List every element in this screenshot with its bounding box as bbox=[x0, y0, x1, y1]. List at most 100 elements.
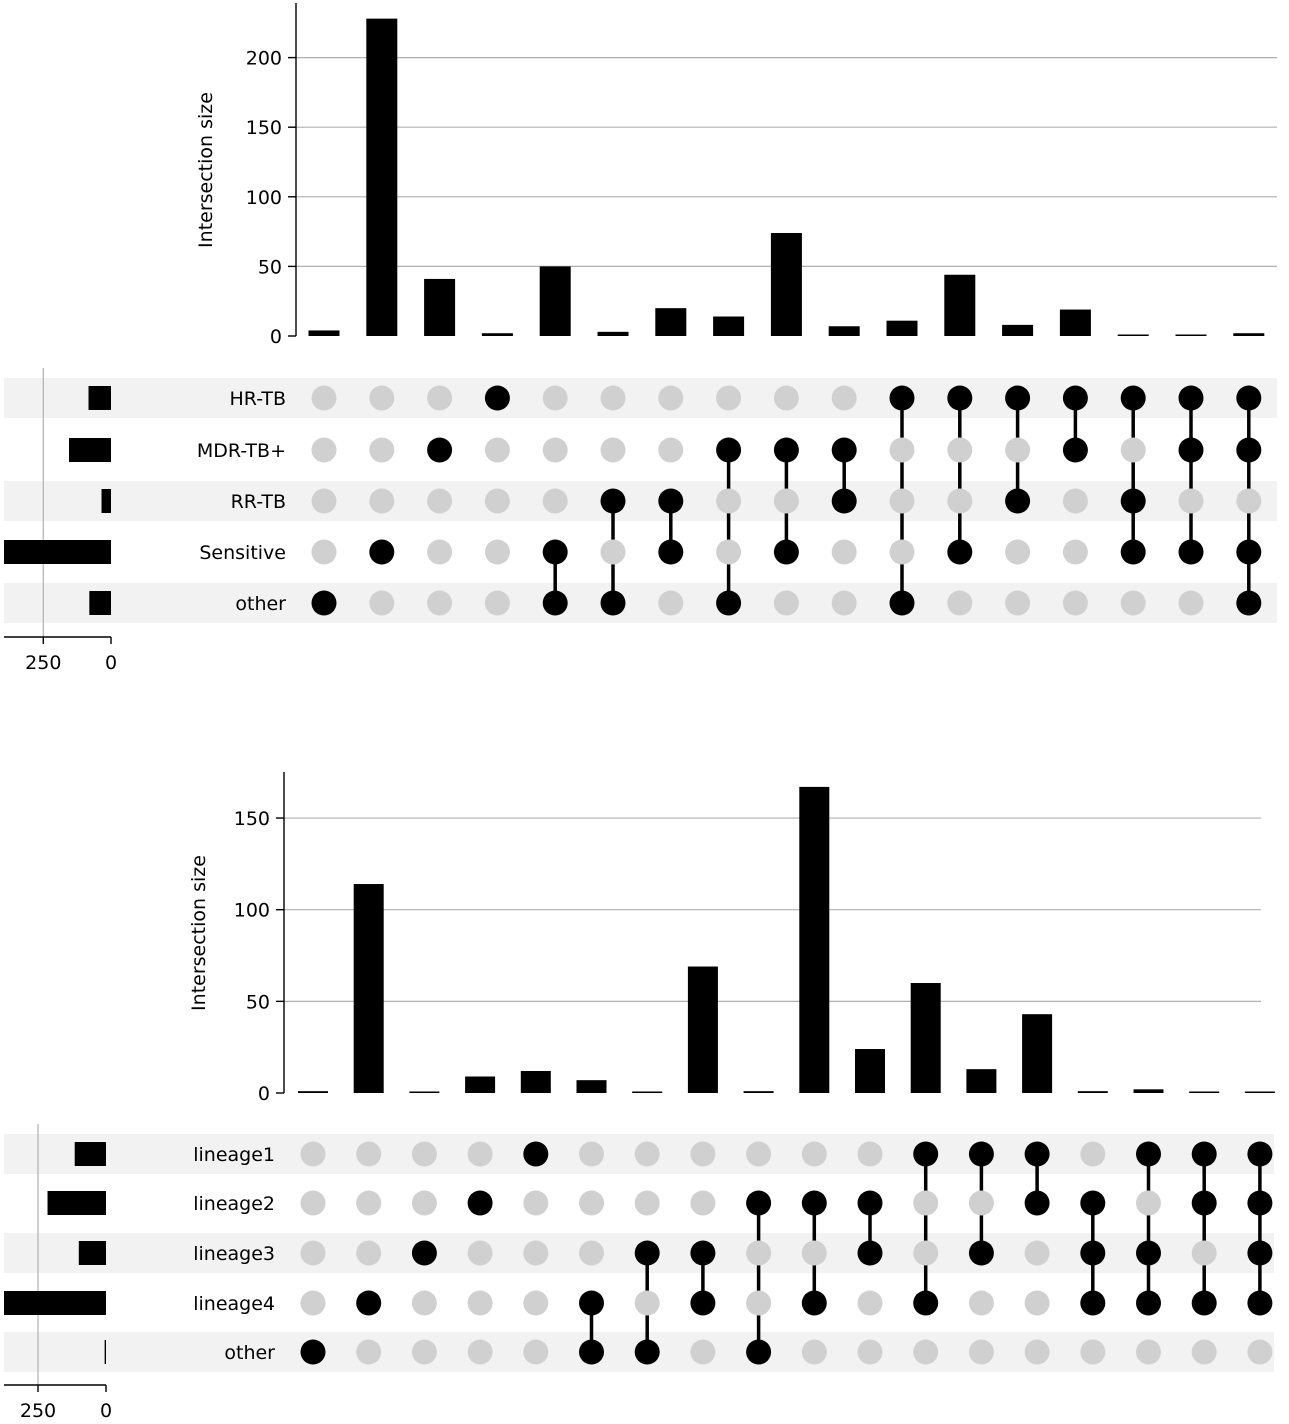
membership-dot-empty bbox=[1191, 1339, 1217, 1365]
intersection-bar bbox=[1002, 324, 1034, 336]
intersection-bar bbox=[1022, 1014, 1053, 1093]
membership-dot-empty bbox=[1062, 488, 1088, 514]
set-size-bar bbox=[69, 438, 111, 462]
membership-dot-empty bbox=[300, 1240, 326, 1266]
set-size-tick-label: 250 bbox=[20, 1400, 56, 1419]
intersection-bar bbox=[1244, 1091, 1275, 1093]
membership-dot-empty bbox=[411, 1339, 437, 1365]
membership-dot-filled bbox=[369, 539, 395, 565]
membership-dot-filled bbox=[773, 437, 799, 463]
intersection-bar bbox=[576, 1080, 607, 1093]
intersection-matrix: lineage1 lineage2 lineage3 lineage4 other bbox=[4, 1134, 1274, 1372]
intersection-bars bbox=[308, 18, 1265, 337]
membership-dot-empty bbox=[746, 1141, 772, 1167]
membership-dot-filled bbox=[1062, 385, 1088, 411]
membership-dot-empty bbox=[658, 590, 684, 616]
membership-dot-filled bbox=[484, 385, 510, 411]
membership-dot-empty bbox=[600, 385, 626, 411]
membership-dot-filled bbox=[1247, 1290, 1273, 1316]
membership-dot-filled bbox=[411, 1240, 437, 1266]
membership-dot-empty bbox=[889, 437, 915, 463]
intersection-bar bbox=[465, 1076, 496, 1093]
membership-dot-filled bbox=[690, 1240, 716, 1266]
membership-dot-empty bbox=[1080, 1339, 1106, 1365]
membership-dot-filled bbox=[857, 1190, 883, 1216]
membership-dot-empty bbox=[542, 385, 568, 411]
membership-dot-filled bbox=[1136, 1290, 1161, 1316]
membership-dot-empty bbox=[369, 437, 395, 463]
membership-dot-filled bbox=[311, 590, 337, 616]
set-size-bar bbox=[88, 386, 111, 410]
intersection-bar bbox=[687, 966, 718, 1093]
y-tick-label: 50 bbox=[258, 256, 282, 278]
membership-dot-empty bbox=[690, 1339, 716, 1365]
membership-dot-empty bbox=[523, 1240, 549, 1266]
membership-dot-empty bbox=[300, 1290, 326, 1316]
intersection-bar bbox=[799, 786, 830, 1093]
membership-dot-empty bbox=[857, 1339, 883, 1365]
membership-dot-filled bbox=[1178, 385, 1204, 411]
intersection-bar bbox=[966, 1069, 997, 1093]
membership-dot-empty bbox=[542, 437, 568, 463]
set-size-tick-label: 0 bbox=[100, 1400, 112, 1419]
membership-dot-empty bbox=[1120, 437, 1146, 463]
set-label: other bbox=[224, 1342, 275, 1364]
membership-dot-empty bbox=[658, 385, 684, 411]
membership-dot-filled bbox=[746, 1339, 772, 1365]
membership-dot-empty bbox=[1024, 1240, 1050, 1266]
membership-dot-empty bbox=[968, 1190, 994, 1216]
membership-dot-empty bbox=[1247, 1339, 1273, 1365]
membership-dot-empty bbox=[467, 1339, 493, 1365]
set-label: lineage1 bbox=[193, 1144, 275, 1166]
membership-dot-filled bbox=[716, 590, 742, 616]
membership-dot-empty bbox=[801, 1141, 827, 1167]
membership-dot-empty bbox=[801, 1339, 827, 1365]
intersection-bar bbox=[366, 18, 398, 337]
membership-dot-filled bbox=[947, 385, 973, 411]
membership-dot-filled bbox=[1236, 437, 1262, 463]
membership-dot-filled bbox=[857, 1240, 883, 1266]
intersection-bar bbox=[886, 320, 918, 336]
membership-dot-empty bbox=[523, 1290, 549, 1316]
membership-dot-empty bbox=[658, 437, 684, 463]
membership-dot-empty bbox=[369, 488, 395, 514]
membership-dot-empty bbox=[634, 1290, 660, 1316]
membership-dot-filled bbox=[1120, 539, 1146, 565]
membership-dot-filled bbox=[634, 1240, 660, 1266]
membership-dot-filled bbox=[1005, 385, 1031, 411]
membership-dot-filled bbox=[658, 488, 684, 514]
membership-dot-filled bbox=[1247, 1240, 1273, 1266]
membership-dot-filled bbox=[1178, 539, 1204, 565]
membership-dot-empty bbox=[1178, 488, 1204, 514]
membership-dot-empty bbox=[1191, 1240, 1217, 1266]
membership-dot-empty bbox=[857, 1141, 883, 1167]
membership-dot-empty bbox=[300, 1141, 326, 1167]
membership-dot-empty bbox=[1005, 590, 1031, 616]
membership-dot-empty bbox=[579, 1190, 604, 1216]
membership-dot-filled bbox=[1024, 1141, 1050, 1167]
membership-dot-empty bbox=[1062, 590, 1088, 616]
intersection-bar bbox=[481, 333, 513, 336]
intersection-bar bbox=[910, 983, 941, 1093]
membership-dot-empty bbox=[947, 488, 973, 514]
set-size-bar bbox=[47, 1191, 106, 1215]
intersection-bar bbox=[1133, 1089, 1164, 1093]
set-size-axis: 250 0 bbox=[4, 1124, 112, 1422]
membership-dot-empty bbox=[1178, 590, 1204, 616]
intersection-bar bbox=[828, 326, 860, 336]
membership-dot-filled bbox=[968, 1141, 994, 1167]
membership-dot-empty bbox=[968, 1290, 994, 1316]
membership-dot-empty bbox=[634, 1190, 660, 1216]
intersection-size-axis: 0 50 100 150 Intersection size bbox=[188, 772, 1261, 1105]
membership-dot-empty bbox=[467, 1290, 493, 1316]
membership-dot-empty bbox=[1236, 488, 1262, 514]
membership-dot-filled bbox=[1236, 539, 1262, 565]
membership-dot-empty bbox=[913, 1190, 939, 1216]
membership-dot-filled bbox=[1120, 488, 1146, 514]
intersection-bar bbox=[944, 274, 976, 336]
membership-dot-empty bbox=[467, 1141, 493, 1167]
membership-dot-empty bbox=[523, 1339, 549, 1365]
membership-dot-filled bbox=[801, 1290, 827, 1316]
membership-dot-empty bbox=[356, 1190, 382, 1216]
